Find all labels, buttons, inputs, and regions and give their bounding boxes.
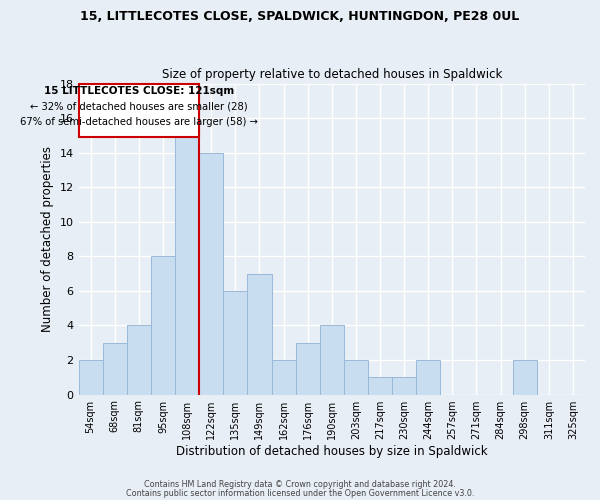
Bar — [127, 326, 151, 394]
Text: 15 LITTLECOTES CLOSE: 121sqm: 15 LITTLECOTES CLOSE: 121sqm — [44, 86, 234, 97]
Bar — [223, 291, 247, 395]
Bar — [175, 136, 199, 394]
Bar — [368, 378, 392, 394]
Bar — [247, 274, 272, 394]
X-axis label: Distribution of detached houses by size in Spaldwick: Distribution of detached houses by size … — [176, 444, 488, 458]
Bar — [512, 360, 537, 394]
Bar — [272, 360, 296, 394]
Bar — [79, 360, 103, 394]
Bar — [151, 256, 175, 394]
Bar — [392, 378, 416, 394]
Bar — [199, 152, 223, 394]
Text: 67% of semi-detached houses are larger (58) →: 67% of semi-detached houses are larger (… — [20, 116, 258, 126]
Bar — [296, 342, 320, 394]
Text: 15, LITTLECOTES CLOSE, SPALDWICK, HUNTINGDON, PE28 0UL: 15, LITTLECOTES CLOSE, SPALDWICK, HUNTIN… — [80, 10, 520, 23]
Y-axis label: Number of detached properties: Number of detached properties — [41, 146, 54, 332]
Bar — [344, 360, 368, 394]
Text: Contains HM Land Registry data © Crown copyright and database right 2024.: Contains HM Land Registry data © Crown c… — [144, 480, 456, 489]
Title: Size of property relative to detached houses in Spaldwick: Size of property relative to detached ho… — [161, 68, 502, 81]
Text: Contains public sector information licensed under the Open Government Licence v3: Contains public sector information licen… — [126, 488, 474, 498]
Text: ← 32% of detached houses are smaller (28): ← 32% of detached houses are smaller (28… — [30, 101, 248, 111]
Bar — [416, 360, 440, 394]
FancyBboxPatch shape — [79, 84, 199, 137]
Bar — [103, 342, 127, 394]
Bar — [320, 326, 344, 394]
